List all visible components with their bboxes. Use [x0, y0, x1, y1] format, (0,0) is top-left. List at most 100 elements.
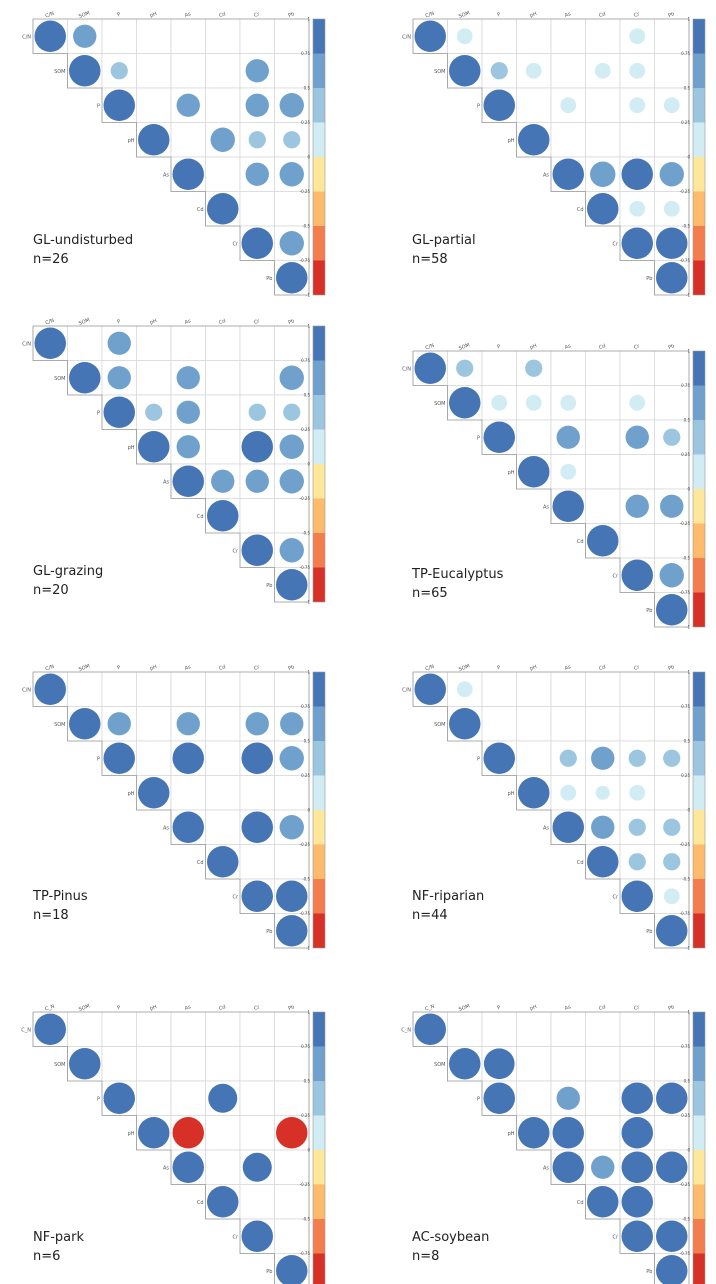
correlation-circle	[483, 742, 515, 774]
colorbar-segment	[693, 706, 705, 741]
correlation-circle	[621, 1151, 653, 1183]
grid-cell	[170, 671, 206, 707]
row-label: Pb	[266, 583, 272, 589]
colorbar-segment	[313, 706, 325, 741]
column-label: Cd	[598, 343, 606, 351]
column-label: pH	[529, 343, 538, 351]
colorbar-segment	[693, 489, 705, 524]
colorbar-segment	[313, 226, 325, 261]
grid-cell	[585, 1011, 621, 1047]
colorbar-tick: 0.25	[681, 120, 690, 125]
colorbar-frame	[312, 671, 326, 949]
correlation-circle	[138, 124, 170, 156]
colorbar-tick: 0.5	[684, 739, 691, 744]
correlation-circle	[245, 162, 269, 186]
colorbar-tick: -0.25	[680, 189, 691, 194]
column-label: P	[116, 319, 121, 326]
grid-cell	[239, 1011, 275, 1047]
colorbar-tick: 0.75	[681, 1044, 690, 1049]
column-label: SOM	[78, 1003, 91, 1013]
correlation-circle	[172, 158, 204, 190]
correlation-circle	[245, 712, 269, 736]
correlation-circle	[280, 712, 304, 736]
colorbar-segment	[313, 429, 325, 464]
grid-cell	[481, 671, 517, 707]
correlation-circle	[107, 366, 131, 390]
row-label: Cd	[577, 1200, 584, 1206]
correlation-circle	[663, 888, 680, 905]
correlation-circle	[587, 846, 619, 878]
column-label: Cr	[253, 664, 261, 672]
grid-cell	[274, 1184, 310, 1220]
colorbar: 1 0.75 0.5 0.25 0 -0.25 -0.5 -0.75 -1	[680, 17, 706, 298]
row-label: C/N	[402, 687, 411, 693]
correlation-circle	[110, 62, 128, 80]
colorbar-tick: -1	[686, 625, 690, 630]
correlation-circle	[629, 200, 646, 217]
grid-cell	[654, 1011, 690, 1047]
colorbar-tick: -0.75	[680, 258, 691, 263]
sample-size: n=44	[412, 908, 448, 923]
grid-cell	[516, 419, 552, 455]
grid-cell	[516, 18, 552, 54]
colorbar-tick: -0.5	[302, 531, 310, 536]
grid-cell	[619, 706, 655, 742]
correlation-circle	[525, 62, 542, 79]
colorbar-tick: 0.25	[301, 1113, 310, 1118]
sample-size: n=18	[33, 908, 69, 923]
colorbar-segment	[313, 1184, 325, 1219]
colorbar-tick: -0.75	[300, 258, 311, 263]
colorbar-tick: 1	[687, 1010, 690, 1015]
column-label: Cd	[218, 1004, 226, 1012]
colorbar-segment	[693, 523, 705, 558]
correlation-circle	[176, 400, 200, 424]
correlation-circle	[241, 431, 273, 463]
column-label: C/N	[45, 11, 56, 20]
column-label: Pb	[667, 11, 675, 19]
grid-cell	[239, 325, 275, 361]
row-label: SOM	[434, 69, 445, 75]
correlation-circle	[103, 89, 135, 121]
grid-cell	[170, 1046, 206, 1082]
correlation-circle	[138, 431, 170, 463]
column-label: C/N	[425, 11, 436, 20]
grid-cell	[101, 671, 137, 707]
correlation-circle	[587, 193, 619, 225]
grid-cell	[619, 87, 655, 123]
colorbar-tick: 0	[687, 155, 690, 160]
colorbar-tick: -0.25	[300, 842, 311, 847]
grid-cell	[274, 844, 310, 880]
correlation-circle	[656, 227, 688, 259]
row-label: pH	[128, 1131, 135, 1137]
row-label: Pb	[266, 1269, 272, 1275]
correlation-circle	[560, 784, 577, 801]
correlation-circle	[279, 365, 304, 390]
grid-cell	[619, 122, 655, 158]
correlation-circle	[176, 93, 200, 117]
colorbar-tick: -1	[306, 600, 310, 605]
correlation-circle	[207, 193, 239, 225]
grid-cell	[654, 1115, 690, 1151]
colorbar-segment	[313, 1012, 325, 1047]
grid-cell	[274, 191, 310, 227]
correlation-circle	[241, 742, 273, 774]
sample-size: n=8	[412, 1249, 439, 1264]
column-label: Pb	[287, 11, 295, 19]
column-label: SOM	[458, 663, 471, 673]
colorbar: 1 0.75 0.5 0.25 0 -0.25 -0.5 -0.75 -1	[680, 349, 706, 630]
correlation-circle	[559, 749, 577, 767]
colorbar-tick: -0.75	[300, 565, 311, 570]
grid-cell	[274, 775, 310, 811]
row-label: P	[477, 435, 480, 441]
grid-cell	[619, 1011, 655, 1047]
row-label: As	[163, 1165, 169, 1171]
row-label: As	[163, 479, 169, 485]
correlation-circle	[283, 131, 301, 149]
row-label: C/N	[402, 34, 411, 40]
colorbar-segment	[313, 741, 325, 776]
correlation-circle	[245, 59, 269, 83]
correlation-circle	[248, 131, 266, 149]
